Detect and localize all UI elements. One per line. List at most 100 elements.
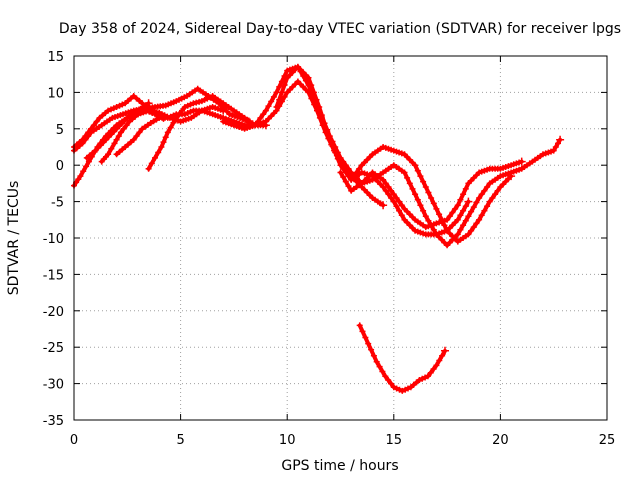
data-point [173,114,180,121]
data-point [184,110,191,116]
data-point [454,231,461,238]
data-point [412,191,419,198]
data-point [164,129,171,136]
x-tick-label: 20 [492,433,509,448]
series-layer [71,63,565,394]
data-point [88,125,95,132]
data-point [137,110,144,116]
data-point [473,199,480,206]
data-point [85,158,92,165]
data-point [278,89,285,96]
series-track-5 [98,107,168,165]
data-point [393,203,400,210]
data-point [162,134,169,141]
data-point [110,105,117,112]
data-point [398,202,405,209]
data-point [262,107,269,114]
data-point [340,174,347,180]
data-point [517,157,526,166]
data-point [149,110,156,116]
data-point [111,140,118,147]
data-point [268,98,275,105]
data-point [382,373,389,380]
y-tick-label: -20 [43,305,64,320]
data-point [452,205,459,212]
data-point [380,184,387,190]
data-point [402,386,409,393]
data-point [462,217,469,224]
y-tick-label: -25 [43,341,64,356]
data-point [305,74,312,81]
data-point [105,107,112,114]
y-tick-label: 0 [56,159,64,174]
data-point [265,103,272,110]
data-point [390,191,397,198]
data-point [148,160,155,167]
data-point [425,217,432,224]
data-point [342,162,349,169]
data-point [108,106,114,113]
y-tick-label: 15 [47,50,64,65]
data-point [281,93,288,100]
data-point [252,122,259,129]
data-point [478,191,485,198]
data-point [556,135,565,144]
data-point [379,201,388,210]
data-point [345,183,352,190]
data-point [396,198,403,205]
data-point [382,180,389,187]
data-point [176,111,183,118]
data-point [401,169,408,176]
data-point [337,169,344,176]
data-point [187,101,194,108]
data-point [273,104,280,110]
data-point [430,366,437,372]
data-point [462,203,469,210]
data-point [167,124,174,131]
data-point [146,108,153,115]
data-point [465,213,472,220]
data-point [552,144,559,150]
y-tick-label: 5 [56,123,64,138]
data-point [144,99,153,108]
data-point [385,191,392,198]
data-point [420,207,427,214]
data-point [457,226,464,233]
data-point [135,111,141,118]
data-point [130,136,137,143]
data-point [481,207,488,214]
data-point [310,89,317,96]
data-point [80,168,87,175]
data-point [388,195,395,201]
data-point [385,184,392,190]
grid [74,56,607,420]
data-point [486,198,493,205]
data-point [167,113,174,120]
data-point [120,125,127,132]
data-point [420,178,427,185]
data-point [82,133,89,140]
y-tick-label: -35 [43,414,64,429]
data-point [424,373,431,380]
data-point [85,129,92,136]
data-point [433,205,440,212]
data-point [179,107,185,114]
x-tick-label: 15 [386,433,403,448]
data-point [340,165,347,172]
data-point [155,149,162,156]
data-point [196,98,203,105]
data-point [430,200,437,207]
data-point [117,129,124,136]
data-point [313,96,320,103]
data-point [359,328,366,335]
data-point [388,187,395,194]
data-point [93,118,100,125]
data-point [481,187,488,194]
data-point [116,102,123,109]
data-point [464,197,473,206]
data-point [365,340,372,347]
data-point [470,204,477,211]
data-point [75,176,82,183]
data-point [368,346,375,353]
data-point [422,374,429,381]
